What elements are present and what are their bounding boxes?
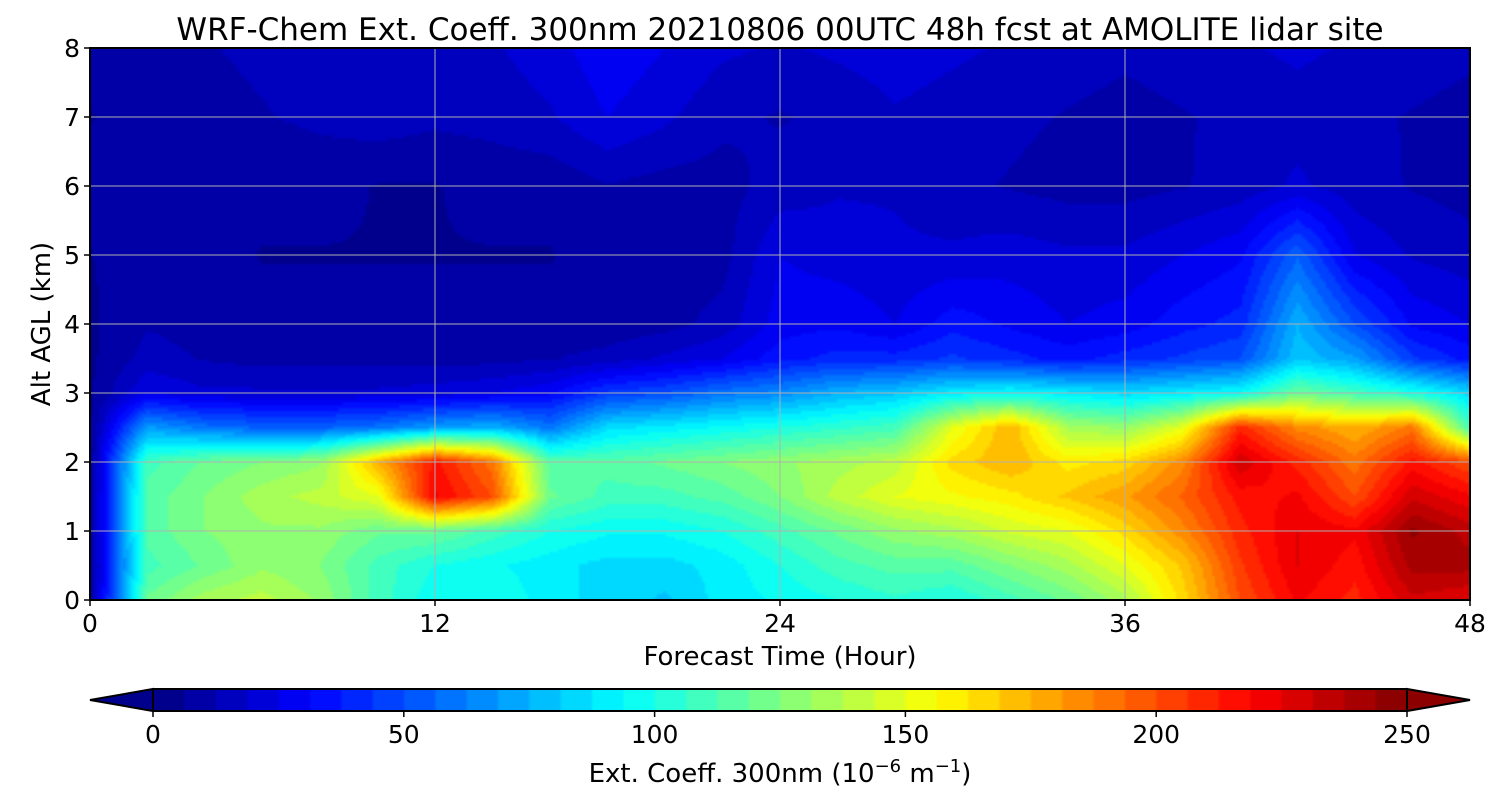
x-tick-label: 48 <box>1454 609 1486 638</box>
y-tick-label: 6 <box>64 172 80 201</box>
colorbar-ticks: 0 50 100 150 200 250 <box>145 711 1431 749</box>
colorbar-tick-label: 50 <box>388 720 420 749</box>
chart-title: WRF-Chem Ext. Coeff. 300nm 20210806 00UT… <box>176 12 1383 48</box>
y-tick-label: 3 <box>64 379 80 408</box>
x-tick-label: 24 <box>764 609 796 638</box>
colorbar-tick-label: 250 <box>1383 720 1431 749</box>
colorbar: 0 50 100 150 200 250 Ext. Coeff. 300nm (10−6 … <box>89 687 1471 789</box>
colorbar-extend-high <box>1406 687 1471 713</box>
x-axis: 0 12 24 36 48 <box>82 600 1486 638</box>
colorbar-label: Ext. Coeff. 300nm (10−6 m−1) <box>589 756 972 789</box>
colorbar-gradient <box>153 689 1407 711</box>
y-tick-label: 7 <box>64 103 80 132</box>
x-axis-label: Forecast Time (Hour) <box>643 642 916 672</box>
colorbar-label-exp1: −6 <box>875 756 902 777</box>
colorbar-label-mid: m <box>901 759 935 789</box>
colorbar-label-exp2: −1 <box>935 756 962 777</box>
colorbar-label-suffix: ) <box>961 759 971 789</box>
y-axis-label: Alt AGL (km) <box>27 242 57 406</box>
colorbar-tick-label: 200 <box>1132 720 1180 749</box>
colorbar-tick-label: 0 <box>145 720 161 749</box>
grid-lines <box>90 48 1470 600</box>
y-tick-label: 2 <box>64 448 80 477</box>
y-axis: 0 1 2 3 4 5 6 7 8 <box>64 34 90 615</box>
x-tick-label: 12 <box>419 609 451 638</box>
colorbar-label-prefix: Ext. Coeff. 300nm (10 <box>589 759 875 789</box>
y-tick-label: 5 <box>64 241 80 270</box>
colorbar-frame <box>152 688 1408 712</box>
y-tick-label: 8 <box>64 34 80 63</box>
colorbar-tick-label: 100 <box>631 720 679 749</box>
x-tick-label: 36 <box>1109 609 1141 638</box>
colorbar-tick-label: 150 <box>882 720 930 749</box>
y-tick-label: 4 <box>64 310 80 339</box>
y-tick-label: 1 <box>64 517 80 546</box>
y-tick-label: 0 <box>64 586 80 615</box>
x-tick-label: 0 <box>82 609 98 638</box>
colorbar-extend-low <box>89 687 154 713</box>
